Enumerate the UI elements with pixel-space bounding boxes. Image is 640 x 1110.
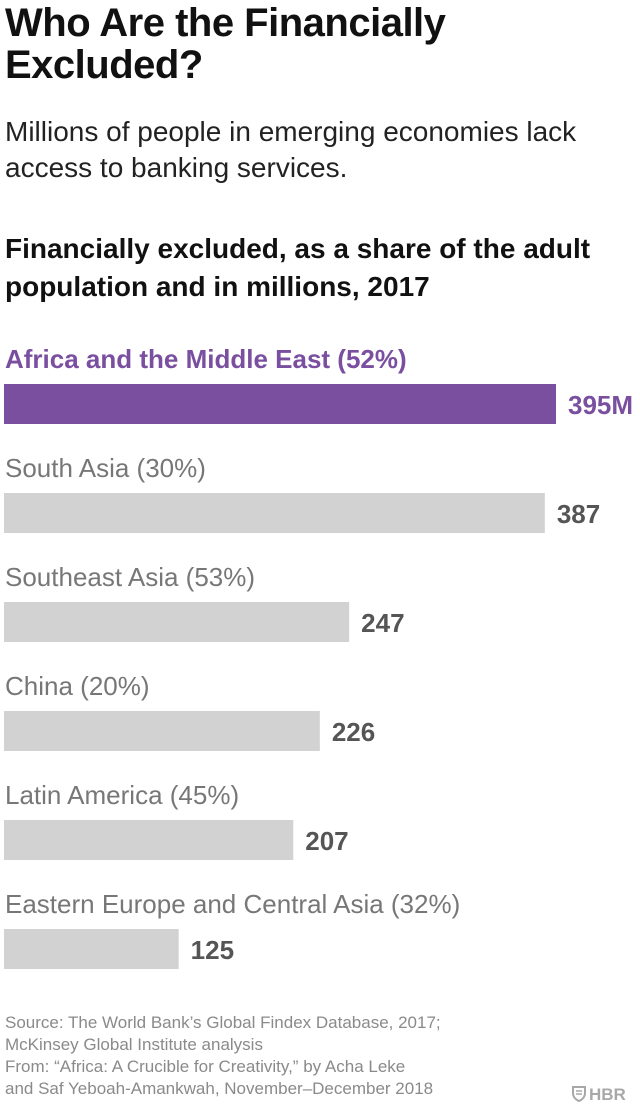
source-note: Source: The World Bank’s Global Findex D… — [5, 1012, 565, 1100]
category-label: Latin America (45%) — [5, 780, 239, 810]
from-line-1: From: “Africa: A Crucible for Creativity… — [5, 1057, 406, 1076]
category-label: South Asia (30%) — [5, 453, 206, 483]
bar — [4, 820, 294, 860]
bar-highlighted — [4, 384, 556, 424]
bar — [4, 711, 320, 751]
page-subtitle: Millions of people in emerging economies… — [5, 116, 577, 183]
hbr-logo: HBR — [572, 1085, 626, 1105]
value-label: 395M — [568, 390, 633, 420]
value-label: 387 — [557, 499, 600, 529]
logo-text: HBR — [589, 1085, 626, 1104]
value-label: 247 — [361, 608, 404, 638]
bar — [4, 493, 545, 533]
shield-icon — [572, 1086, 586, 1103]
value-label: 226 — [332, 717, 375, 747]
value-label: 207 — [305, 826, 348, 856]
chart-title: Financially excluded, as a share of the … — [5, 233, 591, 302]
page-title: Who Are the Financially Excluded? — [5, 1, 446, 87]
source-line-1: Source: The World Bank’s Global Findex D… — [5, 1013, 441, 1032]
category-label: Eastern Europe and Central Asia (32%) — [5, 889, 460, 919]
from-line-2: and Saf Yeboah-Amankwah, November–Decemb… — [5, 1079, 434, 1098]
bar-chart: Africa and the Middle East (52%) 395M Sout… — [4, 344, 633, 969]
bar — [4, 929, 179, 969]
value-label: 125 — [191, 935, 234, 965]
category-label: Southeast Asia (53%) — [5, 562, 255, 592]
bar — [4, 602, 350, 642]
category-label: Africa and the Middle East (52%) — [5, 344, 407, 374]
source-line-2: McKinsey Global Institute analysis — [5, 1035, 263, 1054]
category-label: China (20%) — [5, 671, 150, 701]
